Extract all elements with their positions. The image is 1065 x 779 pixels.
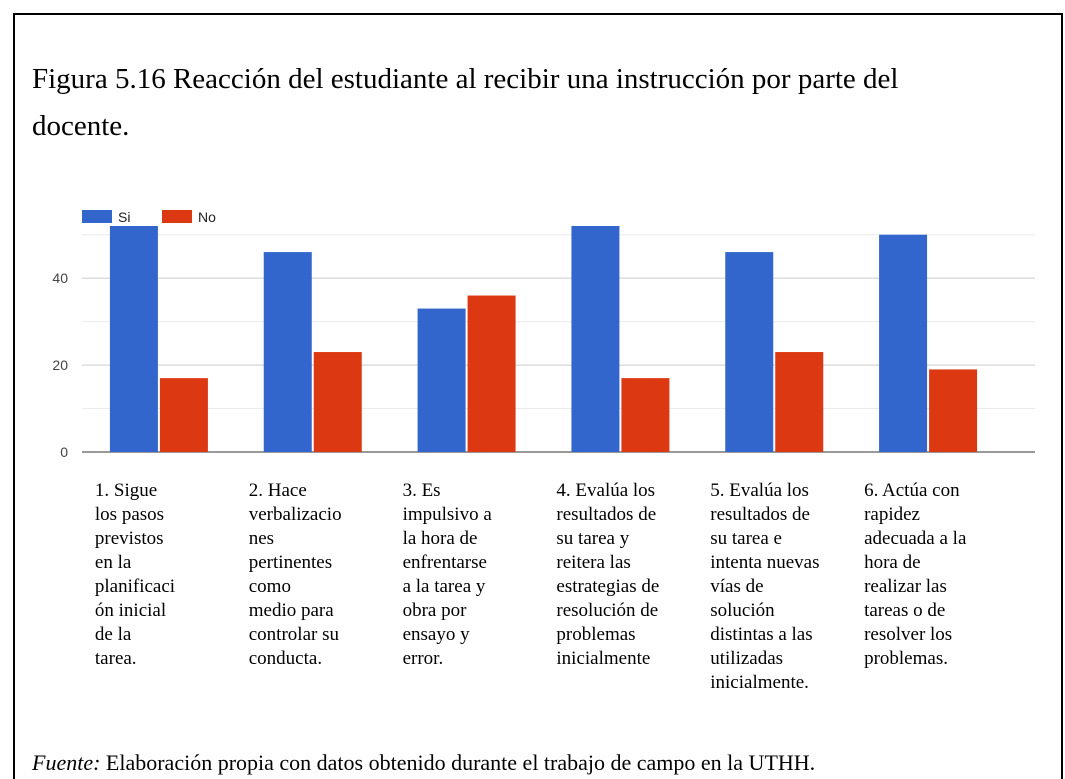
x-tick-line: su tarea y [556,528,629,549]
x-tick-line: inicialmente. [710,672,809,693]
x-tick-line: estrategias de [556,576,659,597]
x-tick-line: previstos [95,528,164,549]
x-tick-line: enfrentarse [403,552,487,573]
x-tick-line: distintas a las [710,624,812,645]
x-tick-line: pertinentes [249,552,332,573]
x-tick-line: tarea. [95,648,137,669]
x-tick-line: ón inicial [95,600,166,621]
x-tick-line: 2. Hace [249,480,307,501]
source-text: Elaboración propia con datos obtenido du… [106,750,815,775]
x-tick-line: adecuada a la [864,528,967,549]
x-tick-line: hora de [864,552,920,573]
y-tick-label: 20 [52,357,68,373]
x-tick-line: impulsivo a [403,504,493,525]
x-tick-line: ensayo y [403,624,471,645]
bar [621,378,670,452]
x-tick-line: resolución de [556,600,658,621]
source-label: Fuente: [31,750,100,775]
bar [467,295,516,452]
x-tick-line: reitera las [556,552,630,573]
bar [775,352,824,452]
x-tick-label: 3. Es impulsivo a la hora de enfrentarse a l… [403,480,493,669]
x-tick-line: los pasos [95,504,164,525]
legend-swatch [82,210,112,223]
x-tick-line: resultados de [710,504,810,525]
x-tick-line: en la [95,552,132,573]
y-tick-label: 40 [52,270,68,286]
x-tick-label: 4. Evalúa los resultados de su tarea y reit… [556,480,659,669]
x-tick-label: 1. Sigue los pasos previstos en la planifica… [95,480,175,669]
x-tick-line: planificaci [95,576,175,597]
x-tick-line: 3. Es [403,480,441,501]
x-tick-line: a la tarea y [403,576,486,597]
x-tick-line: verbalizacio [249,504,342,525]
x-tick-line: vías de [710,576,763,597]
x-tick-line: resolver los [864,624,952,645]
x-tick-label: 5. Evalúa los resultados de su tarea e inte… [710,480,819,693]
x-tick-line: 5. Evalúa los [710,480,809,501]
bar [929,369,978,452]
bar [159,378,208,452]
bar [571,226,620,452]
source: Fuente: Elaboración propia con datos obt… [31,750,815,775]
x-tick-line: controlar su [249,624,340,645]
legend-label: Si [118,209,130,225]
x-tick-line: problemas [556,624,635,645]
x-tick-line: rapidez [864,504,920,525]
bar [313,352,362,452]
x-tick-line: obra por [403,600,468,621]
x-tick-line: realizar las [864,576,947,597]
bar [417,308,466,452]
bar [109,226,158,452]
x-tick-line: 1. Sigue [95,480,157,501]
title-line: docente. [32,110,129,142]
legend-label: No [198,209,216,225]
bar [725,252,774,452]
x-tick-line: como [249,576,291,597]
x-tick-line: intenta nuevas [710,552,819,573]
x-tick-line: utilizadas [710,648,783,669]
x-tick-line: su tarea e [710,528,782,549]
x-tick-line: error. [403,648,444,669]
legend-swatch [162,210,192,223]
x-tick-line: medio para [249,600,335,621]
frame [13,13,1063,779]
x-tick-line: 6. Actúa con [864,480,960,501]
x-tick-line: conducta. [249,648,322,669]
x-tick-line: nes [249,528,274,549]
x-tick-line: problemas. [864,648,948,669]
x-tick-line: 4. Evalúa los [556,480,655,501]
bar [879,234,928,452]
x-tick-line: resultados de [556,504,656,525]
x-tick-line: solución [710,600,775,621]
y-tick-label: 0 [60,444,68,460]
x-tick-line: la hora de [403,528,478,549]
x-tick-label: 2. Hace verbalizacio nes pertinentes como med… [249,480,342,669]
bar [263,252,312,452]
x-tick-line: de la [95,624,132,645]
x-tick-line: tareas o de [864,600,945,621]
title-line: Figura 5.16 Reacción del estudiante al r… [32,63,898,95]
x-tick-line: inicialmente [556,648,650,669]
x-tick-label: 6. Actúa con rapidez adecuada a la hora de r… [864,480,967,669]
